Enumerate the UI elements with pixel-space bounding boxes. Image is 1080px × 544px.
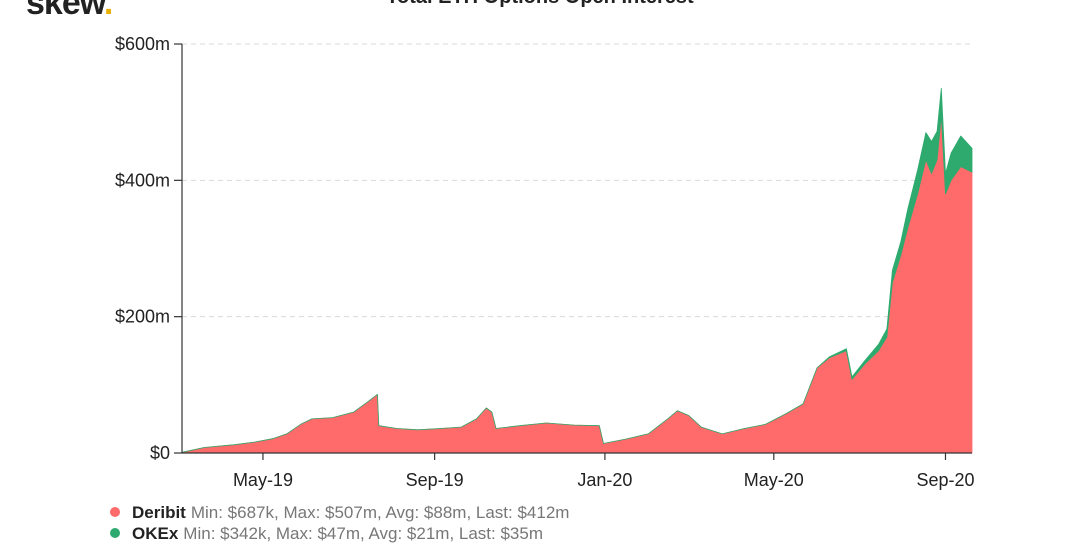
y-tick-label: $200m [115, 307, 170, 327]
deribit-swatch [110, 507, 120, 517]
x-tick-label: May-19 [233, 470, 293, 490]
legend-deribit-name: Deribit [132, 503, 186, 522]
x-tick-label: Jan-20 [577, 470, 632, 490]
legend-deribit-stats: Min: $687k, Max: $507m, Avg: $88m, Last:… [190, 503, 570, 522]
okex-swatch [110, 528, 120, 538]
y-tick-label: $0 [150, 443, 170, 463]
y-tick-label: $400m [115, 170, 170, 190]
legend-item-okex[interactable]: OKEx Min: $342k, Max: $47m, Avg: $21m, La… [110, 524, 543, 544]
axes: $0 $200m $400m $600m May-19 Sep-19 Jan-20 May-2… [115, 34, 975, 490]
skew-logo: skew. [26, 0, 113, 22]
x-tick-label: May-20 [744, 470, 804, 490]
series-area-okex [181, 87, 973, 453]
gridlines [182, 43, 972, 318]
y-tick-label: $600m [115, 34, 170, 54]
legend-okex-name: OKEx [132, 524, 179, 543]
x-tick-label: Sep-20 [916, 470, 974, 490]
series-area-deribit [181, 115, 973, 454]
legend-item-deribit[interactable]: Deribit Min: $687k, Max: $507m, Avg: $88m… [110, 503, 569, 523]
open-interest-chart: $0 $200m $400m $600m May-19 Sep-19 Jan-20 May-2… [115, 34, 975, 490]
stacked-areas [181, 87, 973, 454]
chart-title: Total ETH Options Open Interest [0, 0, 1080, 9]
legend-okex-stats: Min: $342k, Max: $47m, Avg: $21m, Last: … [183, 524, 544, 543]
x-tick-label: Sep-19 [406, 470, 464, 490]
